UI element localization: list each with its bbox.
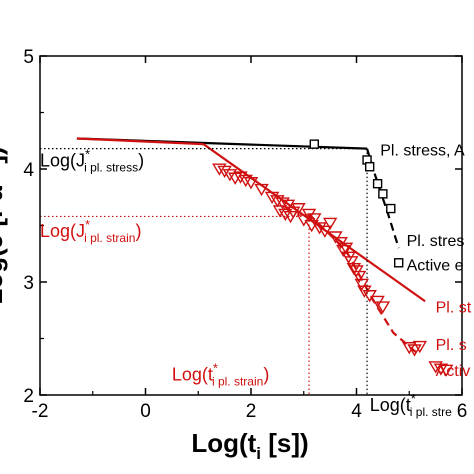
data-point-series1-6 bbox=[243, 177, 259, 190]
data-points bbox=[212, 139, 454, 377]
annotation-1: Log(J* i pl. strain) bbox=[40, 217, 141, 245]
data-point-series0-6 bbox=[394, 258, 404, 268]
data-point-series1-8 bbox=[264, 191, 280, 205]
data-point-series1-32 bbox=[351, 270, 367, 284]
data-point-series0-0 bbox=[309, 139, 319, 149]
axis-ticks: -2 0 2 4 6 2 3 4 5 bbox=[23, 47, 467, 422]
data-point-series1-43 bbox=[438, 364, 454, 377]
data-point-series1-33 bbox=[354, 278, 369, 292]
plot-frame bbox=[39, 55, 463, 396]
data-point-series0-4 bbox=[378, 189, 388, 199]
data-point-series1-29 bbox=[344, 256, 359, 269]
data-point-series1-23 bbox=[322, 217, 338, 231]
annotation-6: Active e bbox=[407, 258, 464, 275]
data-point-series1-40 bbox=[412, 340, 428, 354]
data-point-series0-5 bbox=[386, 203, 396, 214]
data-point-series1-30 bbox=[346, 262, 362, 276]
data-point-series1-38 bbox=[402, 342, 417, 355]
guide-lines bbox=[40, 148, 368, 395]
annotation-9: Activ bbox=[436, 363, 471, 380]
y-tick-label-0: 2 bbox=[23, 386, 34, 407]
annotation-0: Log(J* i pl. stress) bbox=[40, 147, 144, 175]
data-point-series1-27 bbox=[338, 242, 354, 255]
data-point-series0-3 bbox=[372, 178, 383, 189]
annotation-7: Pl. st bbox=[436, 300, 472, 317]
data-point-series1-10 bbox=[275, 197, 290, 210]
y-tick-label-1: 3 bbox=[23, 273, 34, 294]
x-tick-label-4: 6 bbox=[457, 401, 468, 422]
data-point-series1-4 bbox=[233, 171, 248, 184]
data-point-series1-39 bbox=[407, 344, 422, 357]
y-axis-title: Log(J [Pa⁻¹]) bbox=[0, 146, 8, 304]
x-tick-label-1: 0 bbox=[140, 401, 151, 422]
annotations: Log(J* i pl. stress) Log(J* i pl. strain) Lo… bbox=[40, 142, 472, 418]
fit-line-strain-plateau bbox=[76, 137, 204, 146]
x-axis-title: Log(ti [s]) bbox=[191, 428, 308, 463]
x-tick-label-3: 4 bbox=[351, 401, 362, 422]
data-point-series1-42 bbox=[433, 363, 449, 376]
data-point-series1-12 bbox=[272, 205, 288, 218]
x-tick-label-0: -2 bbox=[32, 401, 49, 422]
annotation-4: Pl. stress, A bbox=[380, 142, 465, 159]
data-point-series1-37 bbox=[375, 301, 391, 314]
annotation-5: Pl. stres bbox=[407, 233, 465, 250]
data-point-series1-41 bbox=[428, 361, 443, 374]
y-tick-label-2: 4 bbox=[23, 160, 34, 181]
data-point-series1-26 bbox=[336, 244, 351, 258]
data-point-series1-21 bbox=[312, 222, 327, 235]
annotation-2: Log(t* i pl. strain) bbox=[172, 360, 269, 388]
data-point-series1-15 bbox=[285, 206, 301, 219]
data-point-series1-7 bbox=[254, 183, 269, 197]
data-point-series1-5 bbox=[238, 174, 253, 188]
x-tick-label-2: 2 bbox=[246, 401, 257, 422]
data-point-series1-20 bbox=[307, 213, 322, 226]
annotation-8: Pl. s bbox=[436, 337, 467, 354]
y-tick-label-3: 5 bbox=[23, 47, 34, 68]
data-point-series1-0 bbox=[212, 163, 227, 176]
data-point-series1-1 bbox=[217, 165, 232, 179]
data-point-series1-13 bbox=[278, 208, 293, 221]
annotation-3: Log(t* i pl. stre bbox=[370, 391, 452, 419]
data-point-series0-2 bbox=[364, 162, 375, 172]
data-point-series1-22 bbox=[317, 225, 333, 238]
data-point-series1-2 bbox=[222, 169, 238, 182]
data-point-series1-16 bbox=[291, 203, 306, 216]
data-point-series1-9 bbox=[270, 195, 285, 208]
